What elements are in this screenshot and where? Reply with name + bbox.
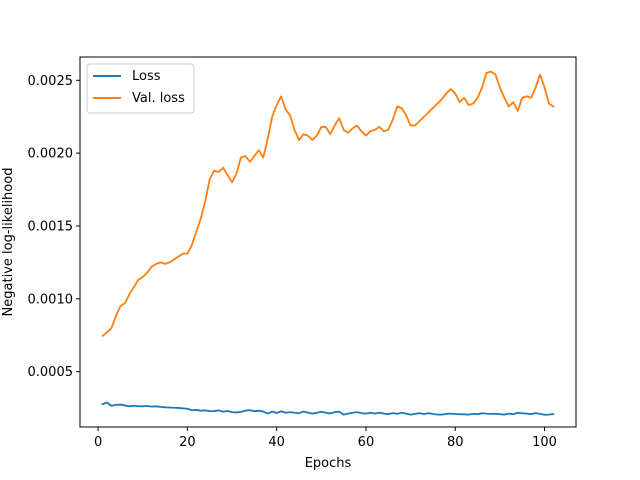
y-tick-label: 0.0015 [28, 219, 74, 234]
y-tick-label: 0.0025 [28, 74, 74, 89]
y-axis-label: Negative log-likelihood [1, 168, 16, 317]
y-tick-label: 0.0020 [28, 147, 74, 162]
x-tick-label: 40 [268, 435, 285, 450]
x-tick-label: 80 [447, 435, 464, 450]
x-tick-label: 60 [358, 435, 375, 450]
series-line-val-loss [101, 70, 555, 337]
legend-label-loss: Loss [132, 69, 161, 84]
x-tick-label: 100 [532, 435, 557, 450]
legend-label-val-loss: Val. loss [132, 91, 185, 106]
y-tick-label: 0.0005 [28, 365, 74, 380]
x-tick-label: 20 [179, 435, 196, 450]
y-tick-label: 0.0010 [28, 292, 74, 307]
legend: Loss Val. loss [86, 63, 195, 114]
series-layer [101, 70, 555, 416]
plot-frame [79, 56, 577, 428]
plot-area [80, 57, 576, 427]
ticks-layer: 0 20 40 60 80 100 0.0005 0.0010 0.0015 0.0020 0.00… [28, 74, 557, 450]
x-axis-label: Epochs [305, 456, 352, 471]
x-tick-label: 0 [94, 435, 102, 450]
series-line-loss [101, 401, 555, 416]
